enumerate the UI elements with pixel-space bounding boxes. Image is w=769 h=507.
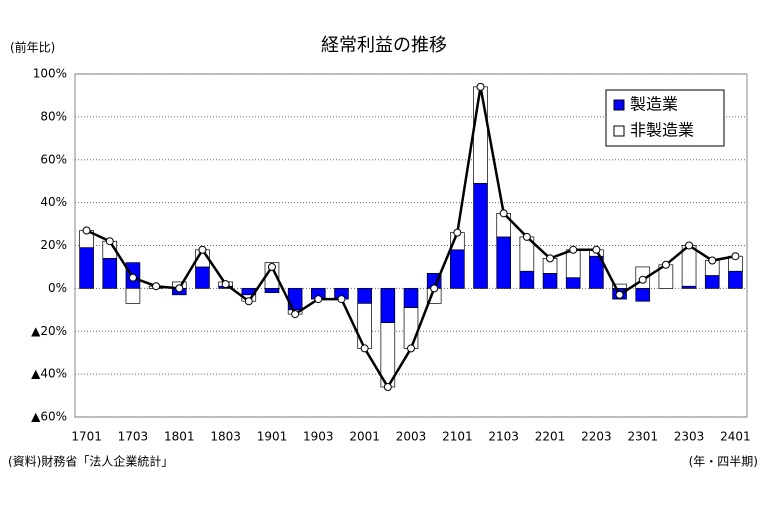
y-tick-label: ▲60% xyxy=(31,410,67,424)
y-tick-label: 60% xyxy=(40,152,67,166)
bar xyxy=(635,288,651,302)
x-tick-label: 2201 xyxy=(535,430,566,444)
legend-label: 非製造業 xyxy=(630,121,694,140)
y-tick-label: 80% xyxy=(40,109,67,123)
y-tick-label: 0% xyxy=(48,281,67,295)
bar xyxy=(704,275,720,289)
bar xyxy=(357,288,372,304)
line-point xyxy=(175,284,184,293)
bar xyxy=(565,249,581,279)
bar xyxy=(496,236,511,289)
x-tick-label: 2003 xyxy=(396,430,427,444)
line-point xyxy=(708,256,717,265)
line-point xyxy=(152,282,161,291)
line-point xyxy=(221,280,230,289)
bar xyxy=(519,270,535,289)
y-tick-label: ▲40% xyxy=(31,367,67,381)
bar xyxy=(542,273,558,289)
line-point xyxy=(615,290,624,299)
line-point xyxy=(638,275,647,284)
bar xyxy=(264,288,280,294)
bar xyxy=(450,249,465,289)
line-point xyxy=(522,232,531,241)
line-point xyxy=(314,295,323,304)
chart-title: 経常利益の推移 xyxy=(321,35,447,56)
bar xyxy=(565,277,581,289)
legend-label: 製造業 xyxy=(630,95,678,114)
y-tick-label: 20% xyxy=(40,238,67,252)
x-tick-label: 2101 xyxy=(442,430,473,444)
line-point xyxy=(198,245,207,254)
y-tick-label: 100% xyxy=(33,67,67,81)
line-point xyxy=(685,241,694,250)
bar xyxy=(473,86,488,184)
x-tick-label: 2001 xyxy=(349,430,380,444)
bar xyxy=(403,288,419,309)
bar xyxy=(102,258,118,289)
line-point xyxy=(82,226,91,235)
line-point xyxy=(244,297,253,306)
line-point xyxy=(430,284,439,293)
bar xyxy=(380,288,396,324)
line-point xyxy=(453,228,462,237)
bar xyxy=(681,245,697,287)
line-point xyxy=(546,254,555,263)
line-point xyxy=(407,344,415,353)
bar xyxy=(79,247,94,289)
bar xyxy=(612,283,627,289)
x-tick-label: 1801 xyxy=(164,430,195,444)
y-tick-label: ▲20% xyxy=(31,324,67,338)
line-point xyxy=(569,245,578,254)
x-tick-label: 1703 xyxy=(118,430,149,444)
bar xyxy=(195,266,210,289)
x-tick-label: 2303 xyxy=(674,430,705,444)
x-tick-label: 2401 xyxy=(720,430,751,444)
x-axis-label: (年・四半期) xyxy=(689,455,758,469)
line-point xyxy=(291,310,300,319)
x-tick-label: 1901 xyxy=(257,430,288,444)
legend-box xyxy=(605,89,725,147)
x-tick-label: 2203 xyxy=(581,430,612,444)
y-tick-label: 40% xyxy=(40,195,67,209)
line-point xyxy=(476,82,485,91)
line-point xyxy=(267,262,276,271)
bar xyxy=(473,182,488,289)
bar xyxy=(403,307,419,349)
line-point xyxy=(383,382,392,391)
line-point xyxy=(360,344,369,353)
bar xyxy=(357,303,372,349)
x-tick-label: 2301 xyxy=(627,430,658,444)
bar xyxy=(728,270,743,289)
line-point xyxy=(661,260,670,269)
line-point xyxy=(337,295,346,304)
y-axis-label: (前年比) xyxy=(10,40,55,55)
bar xyxy=(125,288,141,304)
legend-swatch xyxy=(613,99,625,111)
x-tick-label: 2103 xyxy=(488,430,519,444)
legend-swatch xyxy=(613,125,625,137)
line-point xyxy=(731,252,740,261)
source: (資料)財務省「法人企業統計」 xyxy=(8,454,173,469)
x-tick-label: 1803 xyxy=(210,430,241,444)
line-point xyxy=(105,237,114,246)
line-point xyxy=(128,273,137,282)
line-point xyxy=(592,245,601,254)
x-tick-label: 1903 xyxy=(303,430,334,444)
line-point xyxy=(499,209,508,218)
x-tick-label: 1701 xyxy=(71,430,102,444)
